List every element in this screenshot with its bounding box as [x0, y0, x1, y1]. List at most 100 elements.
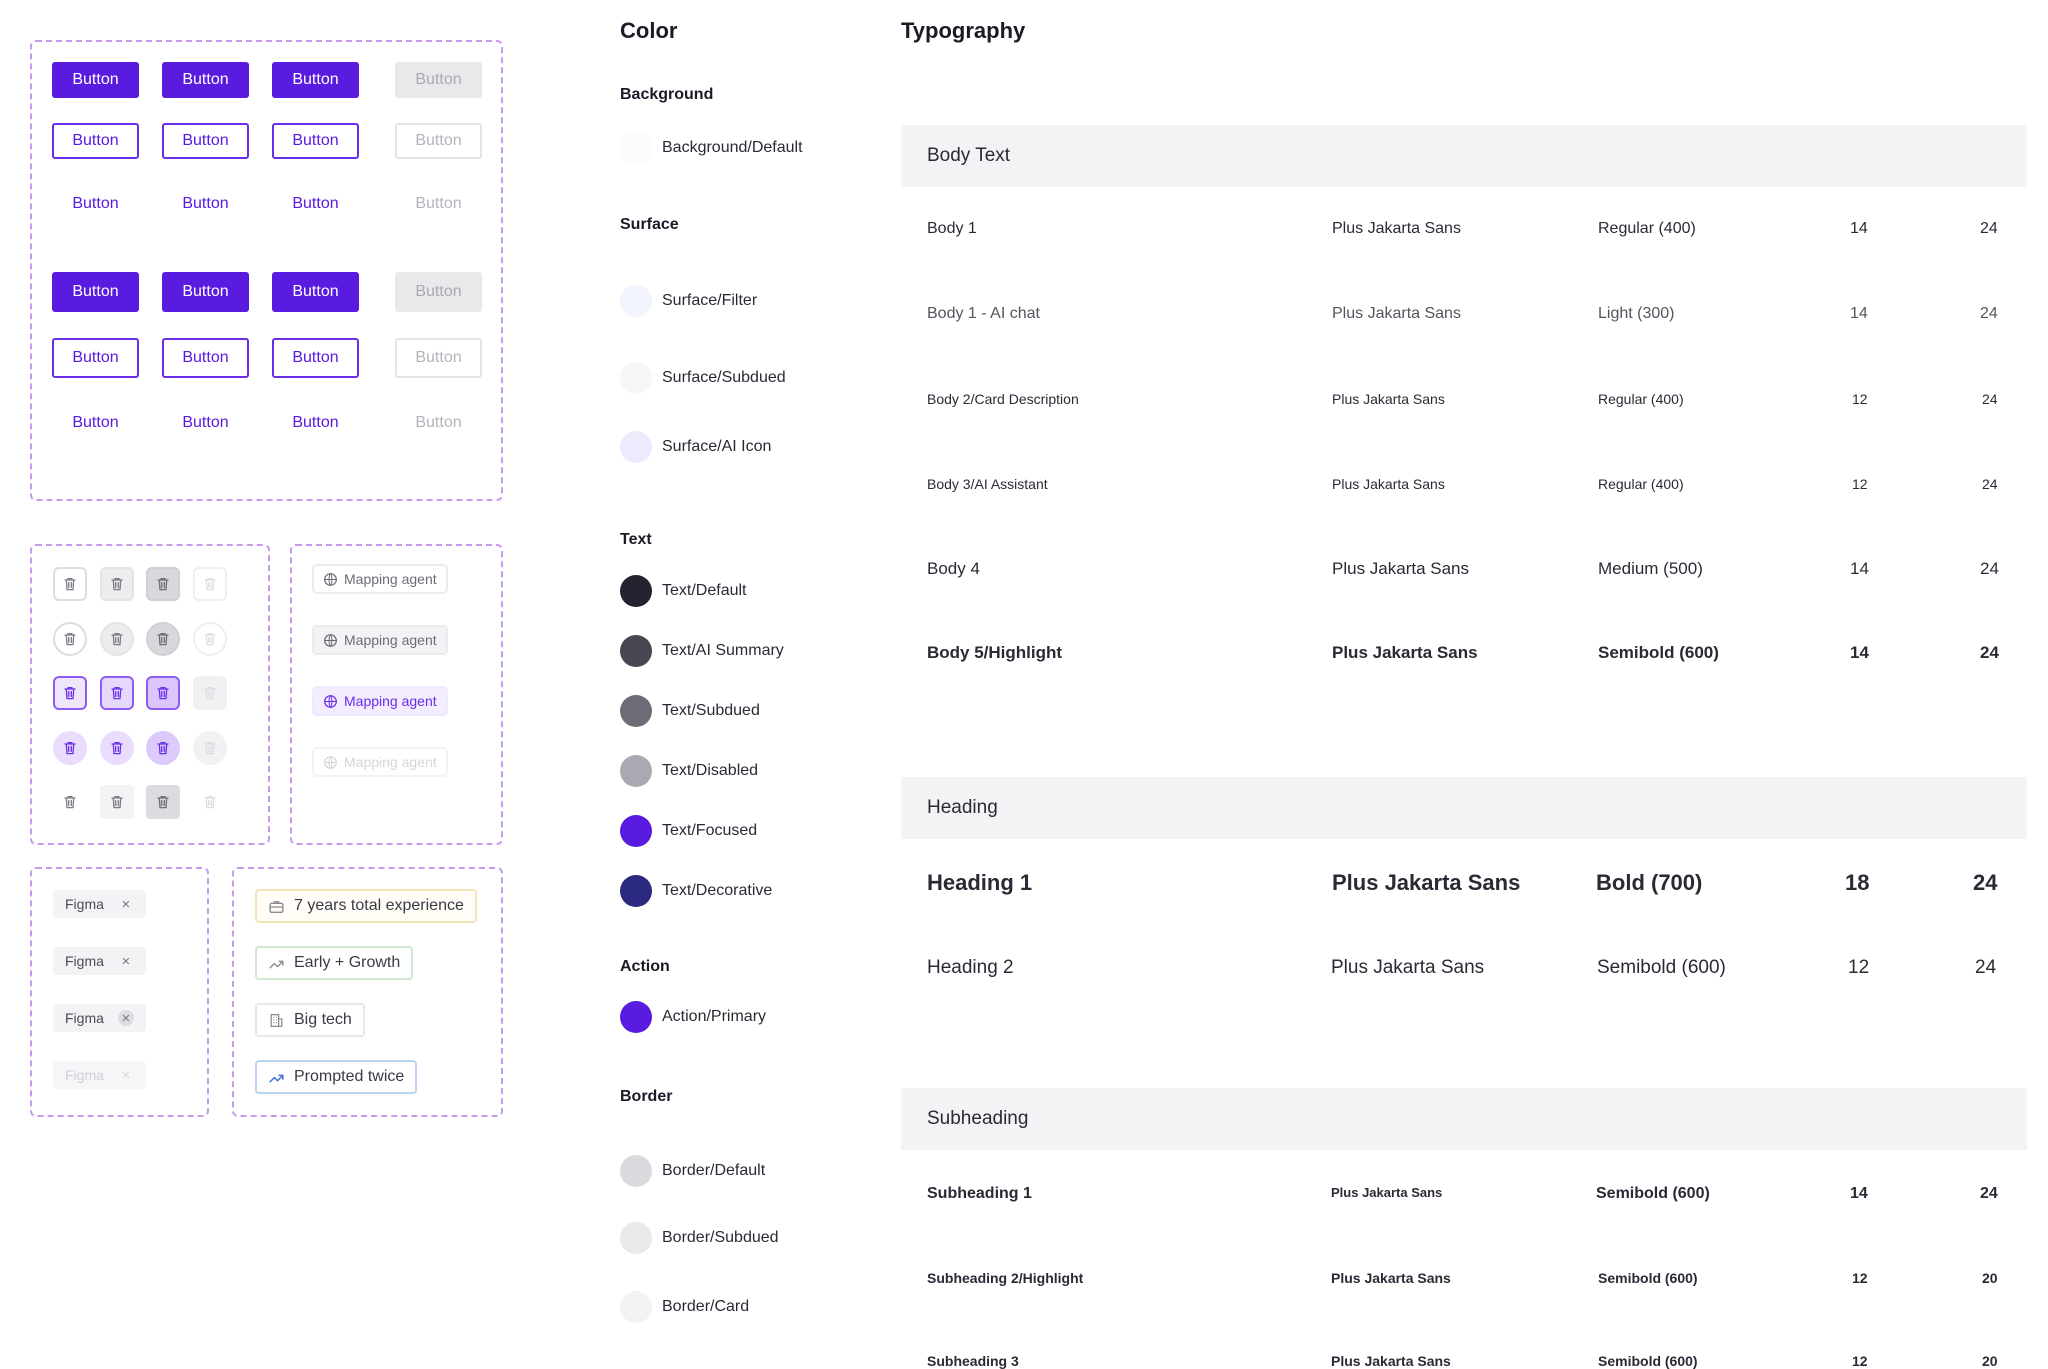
color-swatch: Text/Decorative — [620, 875, 772, 907]
swatch-label: Text/AI Summary — [662, 642, 784, 659]
mapping-agent-label: Mapping agent — [344, 693, 437, 709]
trash-purple-round-button-disabled — [193, 731, 227, 765]
trash-purple-round-button-hover[interactable] — [100, 731, 134, 765]
text-button-large[interactable]: Button — [72, 414, 119, 431]
trash-icon-button-pressed[interactable] — [146, 567, 180, 601]
trash-plain-button[interactable] — [53, 785, 87, 819]
primary-button-pressed[interactable]: Button — [272, 62, 359, 98]
swatch-dot — [620, 1155, 652, 1187]
mapping-agent-chip[interactable]: Mapping agent — [312, 564, 448, 594]
trash-round-button-hover[interactable] — [100, 622, 134, 656]
swatch-label: Border/Default — [662, 1162, 766, 1179]
font-size: 14 — [1850, 305, 1868, 322]
text-button[interactable]: Button — [72, 195, 119, 212]
trash-icon — [109, 685, 125, 701]
text-button-pressed[interactable]: Button — [292, 195, 339, 212]
tag-label: Figma — [65, 1067, 104, 1083]
font-size: 12 — [1852, 1270, 1868, 1286]
font-weight: Bold (700) — [1596, 870, 1703, 895]
primary-button-large-disabled: Button — [395, 272, 482, 312]
font-weight: Light (300) — [1598, 305, 1675, 322]
swatch-dot — [620, 815, 652, 847]
text-button-large-pressed[interactable]: Button — [292, 414, 339, 431]
secondary-button-hover[interactable]: Button — [162, 123, 249, 159]
background-section-title: Background — [620, 86, 714, 103]
swatch-label: Text/Focused — [662, 822, 758, 839]
color-swatch: Border/Card — [620, 1291, 749, 1323]
style-name: Subheading 1 — [927, 1185, 1032, 1202]
close-icon[interactable]: × — [121, 952, 131, 970]
section-header-body: Body Text — [901, 125, 2027, 187]
primary-button-hover[interactable]: Button — [162, 62, 249, 98]
trash-purple-round-button[interactable] — [53, 731, 87, 765]
figma-tag-hover[interactable]: Figma × — [53, 947, 146, 975]
swatch-label: Text/Disabled — [662, 762, 759, 779]
secondary-button-large-hover[interactable]: Button — [162, 338, 249, 378]
trash-plain-button-disabled — [193, 785, 227, 819]
swatch-dot — [620, 635, 652, 667]
font-weight: Regular (400) — [1598, 476, 1684, 492]
color-swatch: Surface/Filter — [620, 285, 757, 317]
trash-icon — [109, 794, 125, 810]
trash-round-button[interactable] — [53, 622, 87, 656]
trash-icon-button-hover[interactable] — [100, 567, 134, 601]
mapping-agent-chip-hover[interactable]: Mapping agent — [312, 625, 448, 655]
swatch-dot — [620, 1222, 652, 1254]
swatch-dot — [620, 875, 652, 907]
secondary-button-large[interactable]: Button — [52, 338, 139, 378]
section-title: Body Text — [927, 145, 1011, 166]
secondary-button-pressed[interactable]: Button — [272, 123, 359, 159]
primary-button-large-hover[interactable]: Button — [162, 272, 249, 312]
trash-icon — [202, 631, 218, 647]
close-icon[interactable]: × — [117, 1010, 134, 1027]
font-family: Plus Jakarta Sans — [1332, 220, 1461, 237]
primary-button-large[interactable]: Button — [52, 272, 139, 312]
line-height: 24 — [1973, 870, 1998, 895]
trash-icon — [202, 794, 218, 810]
trash-plain-button-hover[interactable] — [100, 785, 134, 819]
line-height: 24 — [1980, 643, 1999, 662]
style-name: Subheading 2/Highlight — [927, 1270, 1084, 1286]
swatch-dot — [620, 1291, 652, 1323]
section-header-heading: Heading — [901, 777, 2027, 839]
secondary-button[interactable]: Button — [52, 123, 139, 159]
growth-chip: Early + Growth — [255, 946, 414, 980]
color-swatch: Text/Focused — [620, 815, 757, 847]
secondary-button-large-pressed[interactable]: Button — [272, 338, 359, 378]
trash-purple-button-pressed[interactable] — [146, 676, 180, 710]
globe-icon — [323, 755, 338, 770]
line-height: 24 — [1980, 220, 1998, 237]
font-weight: Semibold (600) — [1598, 1353, 1698, 1369]
trash-icon-button[interactable] — [53, 567, 87, 601]
trash-icon — [62, 685, 78, 701]
line-height: 24 — [1975, 957, 1997, 978]
trash-icon-button-disabled — [193, 567, 227, 601]
trash-plain-button-pressed[interactable] — [146, 785, 180, 819]
font-size: 12 — [1852, 391, 1868, 407]
secondary-button-disabled: Button — [395, 123, 482, 159]
building-icon — [270, 1013, 283, 1027]
figma-tag-close-hover[interactable]: Figma × — [53, 1004, 146, 1032]
button-variants-frame — [30, 40, 503, 501]
trash-purple-button-hover[interactable] — [100, 676, 134, 710]
primary-button[interactable]: Button — [52, 62, 139, 98]
swatch-dot — [620, 695, 652, 727]
trash-purple-round-button-pressed[interactable] — [146, 731, 180, 765]
line-height: 20 — [1982, 1270, 1998, 1286]
primary-button-large-pressed[interactable]: Button — [272, 272, 359, 312]
close-icon[interactable]: × — [121, 895, 131, 913]
trash-icon — [62, 740, 78, 756]
chip-label: Big tech — [294, 1011, 352, 1028]
trash-purple-button[interactable] — [53, 676, 87, 710]
figma-tag[interactable]: Figma × — [53, 890, 146, 918]
text-button-hover[interactable]: Button — [182, 195, 229, 212]
trash-round-button-pressed[interactable] — [146, 622, 180, 656]
mapping-agent-chip-selected[interactable]: Mapping agent — [312, 686, 448, 716]
line-height: 24 — [1980, 1185, 1998, 1202]
font-family: Plus Jakarta Sans — [1331, 957, 1485, 978]
text-button-large-hover[interactable]: Button — [182, 414, 229, 431]
close-icon: × — [121, 1066, 131, 1084]
swatch-label: Surface/Subdued — [662, 369, 786, 386]
globe-icon — [323, 572, 338, 587]
swatch-dot — [620, 575, 652, 607]
